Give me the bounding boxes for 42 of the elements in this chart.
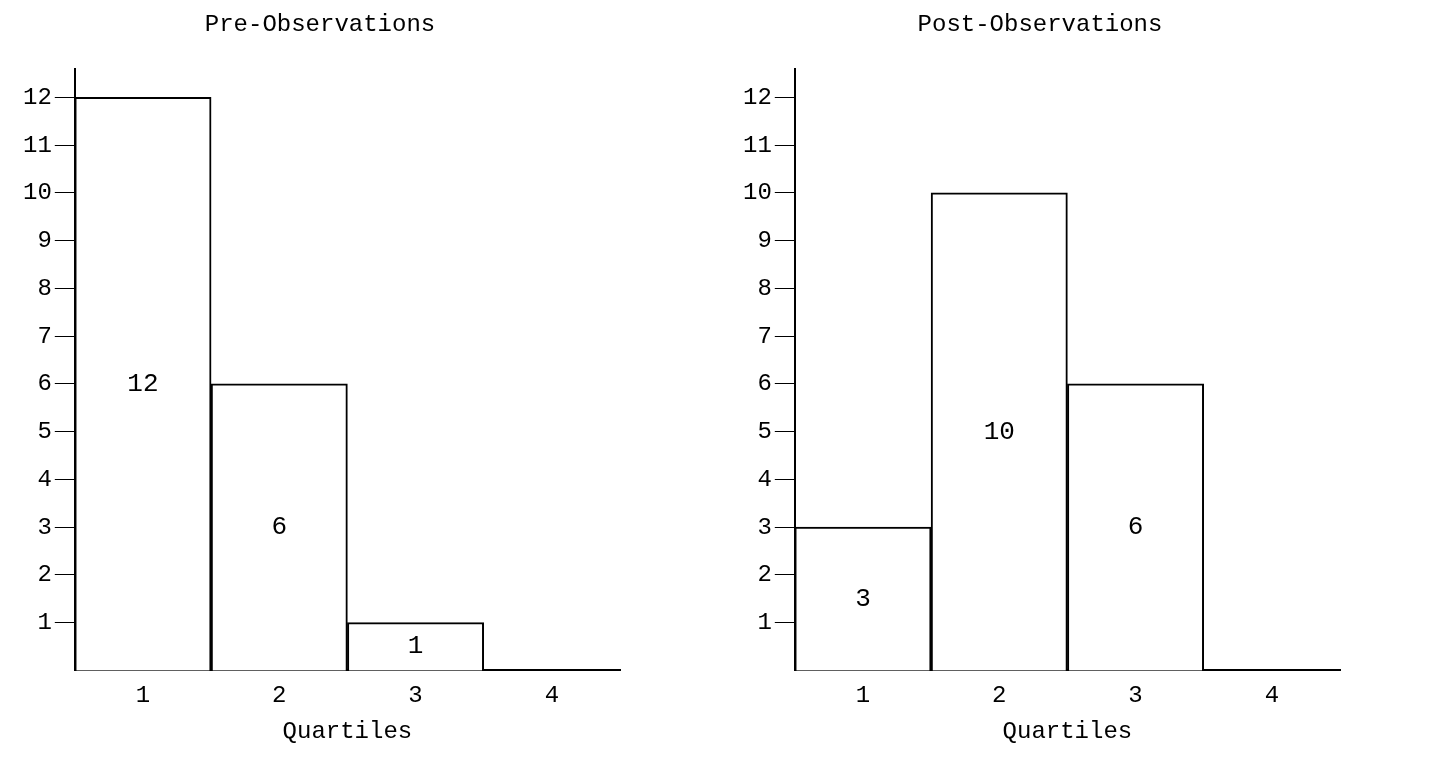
x-tick-label: 2	[272, 682, 287, 710]
data-label: 6	[1127, 512, 1144, 543]
y-tick-label: 12	[22, 83, 52, 111]
y-tick-label: 8	[757, 274, 772, 302]
data-label: 12	[127, 368, 159, 399]
y-tick-label: 10	[22, 179, 52, 207]
x-axis-title: Quartiles	[282, 717, 413, 745]
y-tick-label: 10	[742, 179, 772, 207]
y-tick-label: 1	[37, 609, 52, 637]
chart-title: Post-Observations	[917, 10, 1163, 38]
y-tick-label: 3	[37, 513, 52, 541]
data-label: 3	[855, 583, 871, 614]
x-tick-label: 4	[544, 682, 560, 710]
y-tick-label: 11	[22, 131, 52, 159]
y-tick-label: 8	[37, 274, 52, 302]
x-tick-label: 3	[1128, 682, 1143, 710]
chart-title: Pre-Observations	[204, 10, 436, 38]
y-tick-label: 6	[757, 370, 772, 398]
x-tick-label: 3	[408, 682, 423, 710]
y-tick-label: 2	[37, 561, 52, 589]
x-tick-label: 4	[1264, 682, 1280, 710]
y-tick-label: 9	[757, 227, 772, 255]
data-label: 6	[271, 512, 288, 543]
y-tick-label: 9	[37, 227, 52, 255]
data-label: 10	[983, 416, 1015, 447]
y-tick-label: 11	[742, 131, 772, 159]
y-tick-label: 6	[37, 370, 52, 398]
y-tick-label: 5	[37, 418, 52, 446]
data-label: 1	[407, 631, 424, 662]
y-tick-label: 12	[742, 83, 772, 111]
x-tick-label: 2	[992, 682, 1007, 710]
y-tick-label: 7	[37, 322, 52, 350]
x-tick-label: 1	[135, 682, 151, 710]
y-tick-label: 2	[757, 561, 772, 589]
x-tick-label: 1	[855, 682, 871, 710]
y-tick-label: 1	[757, 609, 772, 637]
y-tick-label: 4	[37, 465, 52, 493]
x-axis-title: Quartiles	[1002, 717, 1133, 745]
y-tick-label: 4	[757, 465, 772, 493]
y-tick-label: 3	[757, 513, 772, 541]
y-tick-label: 5	[757, 418, 772, 446]
y-tick-label: 7	[757, 322, 772, 350]
